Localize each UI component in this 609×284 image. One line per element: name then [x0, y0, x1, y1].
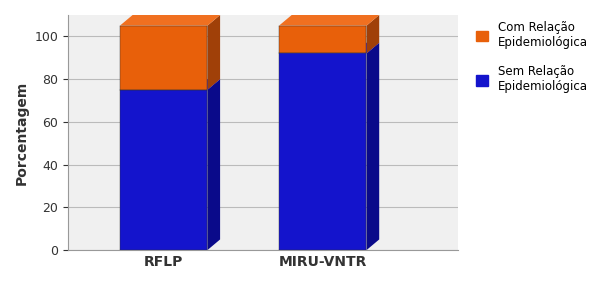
- Polygon shape: [279, 15, 379, 26]
- Y-axis label: Porcentagem: Porcentagem: [15, 80, 29, 185]
- Polygon shape: [367, 43, 379, 250]
- Bar: [279, 53, 367, 250]
- Polygon shape: [367, 15, 379, 53]
- Bar: [120, 26, 208, 90]
- Polygon shape: [208, 15, 220, 90]
- Polygon shape: [279, 43, 379, 53]
- Bar: [279, 26, 367, 53]
- Legend: Com Relação
Epidemiológica, Sem Relação
Epidemiológica: Com Relação Epidemiológica, Sem Relação …: [471, 16, 593, 98]
- Polygon shape: [120, 79, 220, 90]
- Polygon shape: [120, 15, 220, 26]
- Polygon shape: [208, 79, 220, 250]
- Bar: [120, 90, 208, 250]
